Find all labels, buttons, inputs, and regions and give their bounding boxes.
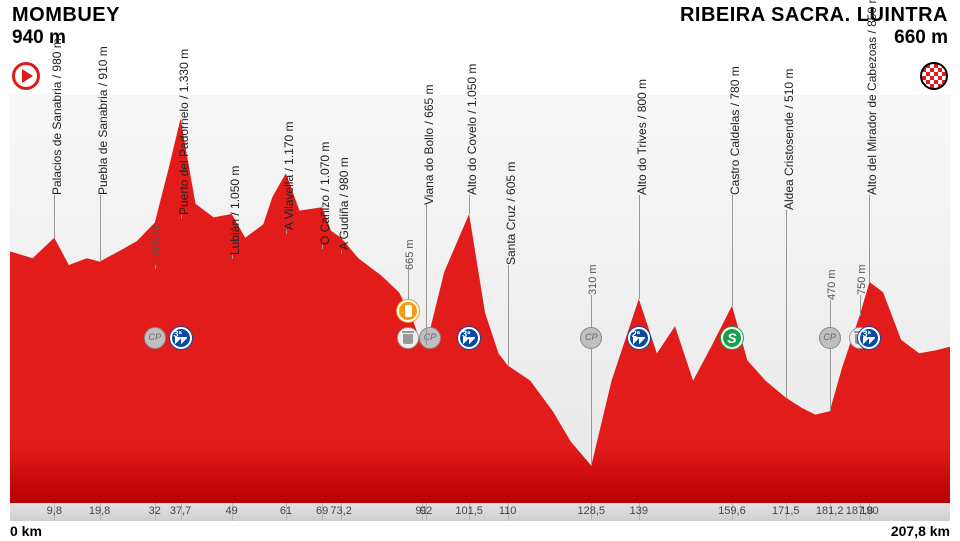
cp-icon [144, 327, 166, 349]
poi: Castro Caldelas / 780 m [732, 95, 733, 503]
start-name: MOMBUEY [12, 4, 120, 27]
poi-label: 750 m [856, 264, 868, 295]
dist-tick: 19,8 [89, 505, 110, 517]
dist-tick: 159,6 [718, 505, 746, 517]
trash-icon [397, 327, 419, 349]
dist-tick: 190 [860, 505, 878, 517]
poi: Palacios de Sanabria / 980 m [54, 95, 55, 503]
finish-elev: 660 m [680, 27, 948, 49]
finish-icon [920, 62, 948, 90]
poi-label: 470 m [826, 269, 838, 300]
poi: Puerto del Padornelo / 1.330 m3ª [181, 95, 182, 503]
cat-icon: 3ª [170, 327, 192, 349]
poi: Santa Cruz / 605 m [508, 95, 509, 503]
poi: A Vilavella / 1.170 m [286, 95, 287, 503]
feed-icon [397, 300, 419, 322]
poi-label: Puerto del Padornelo / 1.330 m [177, 49, 191, 215]
poi-label: Alto do Covelo / 1.050 m [465, 64, 479, 195]
dist-tick: 37,7 [170, 505, 191, 517]
dist-tick: 32 [149, 505, 161, 517]
dist-tick: 49 [226, 505, 238, 517]
header-start: MOMBUEY 940 m [12, 4, 120, 49]
cat-icon: 3ª [858, 327, 880, 349]
dist-tick: 139 [630, 505, 648, 517]
poi-label: A Vilavella / 1.170 m [282, 121, 296, 230]
poi: Alto do Trives / 800 m2ª [639, 95, 640, 503]
poi-label: Lubián / 1.050 m [228, 166, 242, 255]
sprint-icon [721, 327, 743, 349]
distance-bar: 9,819,83237,749616973,29192101,5110128,5… [10, 503, 950, 521]
elevation-svg [10, 95, 950, 503]
dist-tick: 110 [499, 505, 517, 517]
poi: 1.025 m [155, 95, 156, 503]
poi-label: Santa Cruz / 605 m [504, 162, 518, 265]
poi: Aldea Cristosende / 510 m [786, 95, 787, 503]
poi-label: Puebla de Sanabria / 910 m [96, 46, 110, 195]
poi: Alto do Covelo / 1.050 m3ª [469, 95, 470, 503]
poi-label: 665 m [404, 239, 416, 270]
cp-icon [819, 327, 841, 349]
poi-label: Alto do Trives / 800 m [635, 79, 649, 195]
poi-label: 1.025 m [151, 225, 163, 265]
poi: Lubián / 1.050 m [232, 95, 233, 503]
km-end: 207,8 km [891, 523, 950, 539]
poi: Viana do Bollo / 665 m [426, 95, 427, 503]
dist-tick: 128,5 [578, 505, 606, 517]
elevation-chart: Palacios de Sanabria / 980 m Puebla de Sa… [10, 95, 950, 503]
start-icon [12, 62, 40, 90]
poi: Puebla de Sanabria / 910 m [100, 95, 101, 503]
km-start: 0 km [10, 523, 42, 539]
poi: 665 m [408, 95, 409, 503]
poi: 310 m [591, 95, 592, 503]
poi-label: O Cañizo / 1.070 m [318, 142, 332, 245]
dist-tick: 101,5 [455, 505, 483, 517]
poi-label: 310 m [587, 264, 599, 295]
dist-tick: 181,2 [816, 505, 844, 517]
dist-tick: 73,2 [330, 505, 351, 517]
poi-label: Palacios de Sanabria / 980 m [50, 38, 64, 195]
poi-label: Castro Caldelas / 780 m [728, 66, 742, 195]
poi: Alto del Mirador de Cabezoas / 850 m3ª [869, 95, 870, 503]
header-finish: RIBEIRA SACRA. LUINTRA 660 m [680, 4, 948, 49]
dist-tick: 9,8 [47, 505, 62, 517]
finish-name: RIBEIRA SACRA. LUINTRA [680, 4, 948, 27]
poi-label: A Gudiña / 980 m [337, 157, 351, 250]
cp-icon [419, 327, 441, 349]
cat-icon: 2ª [628, 327, 650, 349]
poi: 470 m [830, 95, 831, 503]
dist-tick: 171,5 [772, 505, 800, 517]
poi: 750 m [860, 95, 861, 503]
stage-profile: MOMBUEY 940 m RIBEIRA SACRA. LUINTRA 660… [0, 0, 960, 541]
poi: O Cañizo / 1.070 m [322, 95, 323, 503]
cp-icon [580, 327, 602, 349]
dist-tick: 69 [316, 505, 328, 517]
dist-tick: 61 [280, 505, 292, 517]
poi-label: Viana do Bollo / 665 m [422, 84, 436, 205]
cat-icon: 3ª [458, 327, 480, 349]
poi-label: Alto del Mirador de Cabezoas / 850 m [865, 0, 879, 195]
poi-label: Aldea Cristosende / 510 m [782, 69, 796, 210]
dist-tick: 92 [420, 505, 432, 517]
poi: A Gudiña / 980 m [341, 95, 342, 503]
